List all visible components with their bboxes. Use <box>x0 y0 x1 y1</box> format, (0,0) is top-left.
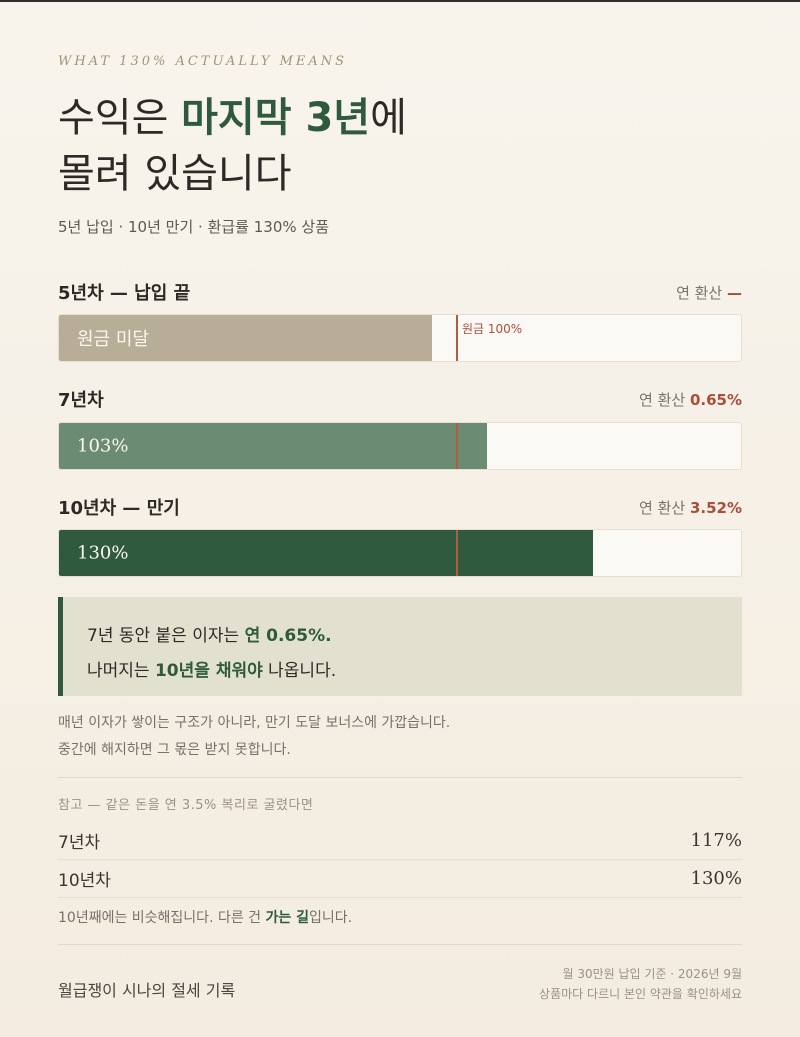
reference-label: 10년차 <box>58 871 111 891</box>
headline-line2: 몰려 있습니다 <box>58 151 292 197</box>
headline-part1: 수익은 <box>58 95 182 141</box>
bar-fill: 130% <box>59 530 593 576</box>
subtitle: 5년 납입 · 10년 만기 · 환급률 130% 상품 <box>58 218 329 236</box>
note-line: 중간에 해지하면 그 몫은 받지 못합니다. <box>58 742 291 758</box>
rate-prefix: 연 환산 <box>639 390 690 409</box>
headline-highlight: 마지막 3년 <box>181 95 371 141</box>
bar-7y: 103% <box>58 422 742 470</box>
row-label: 7년차 <box>58 390 104 411</box>
callout-text: 나옵니다. <box>262 661 337 681</box>
ref-note-text: 입니다. <box>309 910 353 926</box>
row-10y-header: 10년차 — 만기 연 환산 3.52% <box>58 494 742 520</box>
headline-part2: 에 <box>370 95 407 141</box>
callout-line1: 7년 동안 붙은 이자는 연 0.65%. <box>87 619 718 654</box>
bar-label: 130% <box>77 542 129 564</box>
bar-label: 원금 미달 <box>77 329 149 350</box>
callout-text: 나머지는 <box>87 661 155 681</box>
row-label: 10년차 — 만기 <box>58 498 180 519</box>
bar-fill: 원금 미달 <box>59 315 432 361</box>
ref-note-text: 10년째에는 비슷해집니다. 다른 건 <box>58 910 266 926</box>
reference-row: 7년차 117% <box>58 822 742 860</box>
reference-value: 117% <box>690 830 742 851</box>
footer-warning: 상품마다 다르니 본인 약관을 확인하세요 <box>539 987 742 1001</box>
rate-prefix: 연 환산 <box>639 498 690 517</box>
rate-prefix: 연 환산 <box>676 283 727 302</box>
reference-note: 10년째에는 비슷해집니다. 다른 건 가는 길입니다. <box>58 907 352 927</box>
rate-value: 0.65% <box>689 390 742 409</box>
reference-title: 참고 — 같은 돈을 연 3.5% 복리로 굴렸다면 <box>58 798 314 813</box>
callout-line2: 나머지는 10년을 채워야 나옵니다. <box>87 654 718 689</box>
eyebrow-label: WHAT 130% ACTUALLY MEANS <box>58 54 348 69</box>
bar-5y: 원금 미달 원금 100% <box>58 314 742 362</box>
annual-rate: 연 환산 — <box>676 282 742 303</box>
divider <box>58 777 742 778</box>
bar-label: 103% <box>77 435 129 457</box>
divider <box>58 944 742 945</box>
principal-marker-label: 원금 100% <box>462 322 523 336</box>
annual-rate: 연 환산 0.65% <box>639 389 742 410</box>
bar-fill: 103% <box>59 423 487 469</box>
reference-label: 7년차 <box>58 833 101 853</box>
principal-marker <box>456 423 458 469</box>
row-label: 5년차 — 납입 끝 <box>58 283 191 304</box>
ref-note-emphasis: 가는 길 <box>265 910 310 926</box>
reference-row: 10년차 130% <box>58 860 742 898</box>
reference-value: 130% <box>690 868 742 889</box>
annual-rate: 연 환산 3.52% <box>639 497 742 518</box>
footer-disclaimer: 월 30만원 납입 기준 · 2026년 9월 상품마다 다르니 본인 약관을 … <box>539 964 742 1004</box>
footer-basis: 월 30만원 납입 기준 · 2026년 9월 <box>562 967 742 981</box>
explanation-note: 매년 이자가 쌓이는 구조가 아니라, 만기 도달 보너스에 가깝습니다. 중간… <box>58 710 450 764</box>
principal-marker <box>456 315 458 361</box>
page-title: 수익은 마지막 3년에 몰려 있습니다 <box>58 90 407 202</box>
bar-10y: 130% <box>58 529 742 577</box>
callout-emphasis: 10년을 채워야 <box>154 661 263 681</box>
callout-text: 7년 동안 붙은 이자는 <box>87 626 245 646</box>
row-5y-header: 5년차 — 납입 끝 연 환산 — <box>58 279 742 305</box>
callout-emphasis: 연 0.65%. <box>244 626 332 646</box>
principal-marker <box>456 530 458 576</box>
callout-box: 7년 동안 붙은 이자는 연 0.65%. 나머지는 10년을 채워야 나옵니다… <box>58 597 742 696</box>
footer-brand: 월급쟁이 시나의 절세 기록 <box>58 981 236 1000</box>
row-7y-header: 7년차 연 환산 0.65% <box>58 386 742 412</box>
note-line: 매년 이자가 쌓이는 구조가 아니라, 만기 도달 보너스에 가깝습니다. <box>58 715 451 731</box>
rate-value: 3.52% <box>689 498 742 517</box>
rate-value: — <box>727 283 742 302</box>
